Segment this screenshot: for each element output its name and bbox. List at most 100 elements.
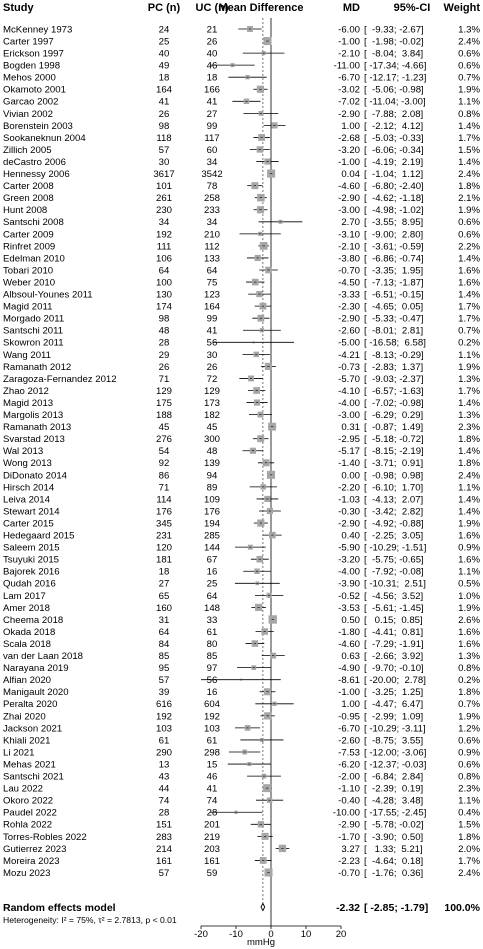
pc-n: 64 (159, 265, 170, 276)
study-row: Weber 2010 100 75 -4.50 [ -7.13; -1.87] 1.6% (3, 277, 480, 288)
study-name: Bajorek 2016 (3, 567, 60, 578)
uc-n: 60 (207, 145, 218, 156)
study-row: Zhao 2012 129 129 -4.10 [ -6.57; -1.63] 1.7% (3, 386, 480, 397)
pc-n: 192 (156, 711, 172, 722)
uc-n: 148 (204, 603, 220, 614)
uc-n: 129 (204, 386, 220, 397)
pc-n: 345 (156, 518, 172, 529)
pc-n: 290 (156, 747, 172, 758)
weight-value: 1.1% (458, 482, 480, 493)
uc-n: 61 (207, 627, 218, 638)
study-name: Bogden 1998 (3, 61, 60, 72)
pc-n: 151 (156, 820, 172, 831)
pc-n: 49 (159, 61, 170, 72)
md-value: -6.70 (338, 723, 360, 734)
uc-n: 192 (204, 711, 220, 722)
study-row: Rinfret 2009 111 112 -2.10 [ -3.61; -0.59] 2.… (3, 241, 480, 252)
md-value: -0.95 (338, 711, 360, 722)
study-name: Amer 2018 (3, 603, 50, 614)
uc-n: 109 (204, 494, 220, 505)
study-row: McKenney 1973 24 21 -6.00 [ -9.33; -2.67] 1.3… (3, 24, 480, 35)
md-value: -4.21 (338, 350, 360, 361)
study-name: Saleem 2015 (3, 543, 60, 554)
weight-value: 1.8% (458, 687, 480, 698)
weight-value: 1.8% (458, 458, 480, 469)
uc-n: 41 (207, 326, 218, 337)
study-name: DiDonato 2014 (3, 470, 68, 481)
pc-n: 30 (159, 157, 170, 168)
weight-value: 1.2% (458, 723, 480, 734)
study-row: Okamoto 2001 164 166 -3.02 [ -5.06; -0.98] 1.… (3, 85, 480, 96)
study-name: Magid 2011 (3, 302, 52, 313)
ci-value: [ -4.92; -0.88] (364, 518, 424, 529)
study-name: Vivian 2002 (3, 109, 53, 120)
uc-n: 144 (204, 543, 221, 554)
md-value: -6.00 (338, 24, 360, 35)
uc-n: 80 (207, 639, 218, 650)
weight-value: 0.6% (458, 735, 480, 746)
ci-value: [ -16.58; 6.58] (364, 338, 426, 349)
uc-n: 78 (207, 181, 218, 192)
md-value: -4.90 (338, 663, 360, 674)
ci-value: [ -5.18; -0.72] (364, 434, 424, 445)
md-value: -10.00 (333, 808, 360, 819)
ci-value: [ -4.98; -1.02] (364, 205, 424, 216)
weight-value: 1.6% (458, 639, 480, 650)
ci-value: [ -2.66; 3.92] (364, 651, 423, 662)
study-name: Carter 2015 (3, 518, 54, 529)
md-value: -3.53 (338, 603, 360, 614)
pc-n: 100 (156, 277, 172, 288)
weight-value: 1.0% (458, 591, 480, 602)
ci-value: [ -3.90; 0.50] (364, 832, 423, 843)
weight-value: 2.4% (458, 36, 480, 47)
md-value: -2.90 (338, 109, 360, 120)
uc-n: 123 (204, 290, 220, 301)
pc-n: 114 (156, 494, 172, 505)
study-row: Borenstein 2003 98 99 1.00 [ -2.12; 4.12] 1.4… (3, 121, 480, 132)
study-name: Borenstein 2003 (3, 121, 73, 132)
pc-n: 174 (156, 302, 173, 313)
pc-n: 18 (159, 567, 170, 578)
heterogeneity-text: Heterogeneity: I² = 75%, τ² = 2.7813, p … (3, 915, 177, 925)
study-row: DiDonato 2014 86 94 0.00 [ -0.98; 0.98] 2.4% (3, 470, 480, 481)
md-value: -1.80 (338, 627, 360, 638)
md-value: 0.63 (341, 651, 360, 662)
study-name: Hunt 2008 (3, 205, 47, 216)
ci-value: [ -17.34; -4.66] (364, 61, 426, 72)
ci-value: [ -5.06; -0.98] (364, 85, 424, 96)
md-value: -1.00 (338, 36, 360, 47)
pc-n: 161 (156, 856, 172, 867)
ci-value: [ -8.04; 3.84] (364, 49, 423, 60)
uc-n: 203 (204, 844, 220, 855)
pooled-md: -2.32 (336, 902, 360, 914)
study-row: Santschi 2021 43 46 -2.00 [ -6.84; 2.84] 0.8% (3, 772, 480, 783)
header-study: Study (3, 2, 34, 14)
study-row: Lau 2022 44 41 -1.10 [ -2.39; 0.19] 2.3% (3, 784, 480, 795)
pc-n: 57 (159, 145, 170, 156)
study-name: Santschi 2011 (3, 326, 63, 337)
md-value: -0.70 (338, 265, 360, 276)
weight-value: 0.6% (458, 49, 480, 60)
ci-value: [ -3.55; 8.95] (364, 217, 423, 228)
study-name: Ramanath 2012 (3, 362, 71, 373)
uc-n: 194 (204, 518, 221, 529)
study-name: Narayana 2019 (3, 663, 69, 674)
study-name: Gutierrez 2023 (3, 844, 66, 855)
ci-value: [ -1.76; 0.36] (364, 868, 423, 879)
pc-n: 176 (156, 506, 172, 517)
weight-value: 1.7% (458, 856, 480, 867)
study-row: Edelman 2010 106 133 -3.80 [ -6.86; -0.74] 1.… (3, 253, 480, 264)
study-name: Mehos 2000 (3, 73, 56, 84)
study-name: Torres-Robles 2022 (3, 832, 87, 843)
ci-value: [ -11.04; -3.00] (364, 97, 426, 108)
weight-value: 1.4% (458, 494, 480, 505)
weight-value: 1.4% (458, 253, 480, 264)
uc-n: 41 (207, 97, 218, 108)
uc-n: 300 (204, 434, 220, 445)
pc-n: 98 (159, 121, 170, 132)
weight-value: 1.9% (458, 85, 480, 96)
study-name: Green 2008 (3, 193, 54, 204)
study-name: Rohla 2022 (3, 820, 52, 831)
study-row: Leiva 2014 114 109 -1.03 [ -4.13; 2.07] 1.4% (3, 494, 480, 505)
uc-n: 15 (207, 759, 218, 770)
